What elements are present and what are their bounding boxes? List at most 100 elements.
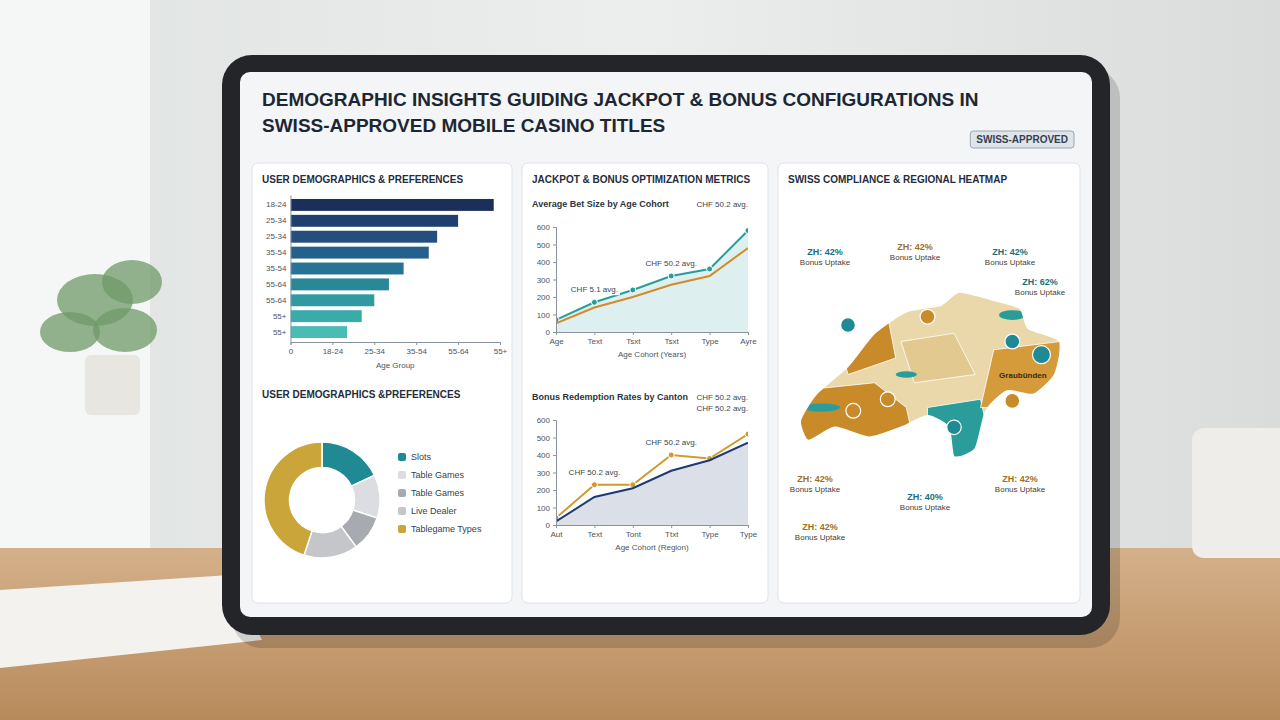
x-axis: 018-2425-3435-5455-6455+ <box>289 342 508 356</box>
label-patch <box>1020 276 1060 288</box>
uptake-dot <box>947 420 961 434</box>
tick-mark <box>553 262 556 263</box>
tick-label: 35-54 <box>266 264 287 273</box>
text-line: USER DEMOGRAPHICS &PREFERENCES <box>262 389 461 400</box>
tick-label: 25-34 <box>266 216 287 225</box>
annotation: CHF 5.1 avg. <box>571 285 618 294</box>
tick-label: 55-64 <box>266 280 287 289</box>
bar <box>290 310 361 322</box>
text-line: DEMOGRAPHIC INSIGHTS GUIDING JACKPOT & B… <box>262 89 978 110</box>
tick-label: Age <box>549 337 564 346</box>
uptake-dot <box>1005 334 1020 349</box>
chart-title: SWISS COMPLIANCE & REGIONAL HEATMAP <box>788 174 1007 185</box>
tick-label: Type <box>701 337 719 346</box>
region-label: ZH: 42% <box>797 474 833 484</box>
axis-line <box>290 196 291 343</box>
tick-mark <box>748 525 749 528</box>
tick-mark <box>594 332 595 335</box>
tick-label: Ttxt <box>665 530 679 539</box>
tick-label: 55+ <box>273 328 287 337</box>
marker <box>591 299 597 305</box>
label-patch <box>990 246 1030 258</box>
pie <box>264 442 380 558</box>
label-patch <box>793 532 848 543</box>
tick-label: Text <box>588 530 603 539</box>
label-patch <box>643 258 699 269</box>
tick: 55+ <box>273 328 291 337</box>
tick-mark <box>553 420 556 421</box>
tick-label: 200 <box>537 486 551 495</box>
uptake-dot <box>920 309 935 324</box>
tick: Type <box>701 525 719 539</box>
tick-label: 100 <box>537 504 551 513</box>
tick-label: 600 <box>537 416 551 425</box>
tick: 18-24 <box>266 200 290 209</box>
lake <box>896 371 917 378</box>
tick: 55+ <box>494 342 508 356</box>
tick-mark <box>553 508 556 509</box>
tick-label: Tont <box>626 530 642 539</box>
leaf <box>93 308 157 352</box>
marker <box>668 273 674 279</box>
region-caption: Bonus Uptake <box>800 258 851 267</box>
bar <box>290 294 374 306</box>
bar <box>290 215 458 227</box>
tick-mark <box>556 332 557 335</box>
tick-label: 55+ <box>494 347 508 356</box>
tick-label: 35-54 <box>266 248 287 257</box>
panel <box>778 163 1080 603</box>
tick-mark <box>594 525 595 528</box>
axis-line <box>557 526 749 529</box>
axis-line <box>557 333 749 336</box>
label-patch <box>788 484 843 495</box>
region <box>835 317 896 375</box>
axis-line <box>553 421 557 526</box>
tick-mark <box>553 297 556 298</box>
legend-swatch <box>398 471 406 479</box>
screen <box>240 72 1092 617</box>
label-patch <box>898 502 953 513</box>
tick: 0 <box>289 342 294 356</box>
tick: 25-34 <box>266 216 290 225</box>
y-axis: 18-2425-3425-3435-5435-5455-6455-6455+55… <box>266 196 291 343</box>
tablet-frame <box>222 55 1110 635</box>
tick: 100 <box>537 311 556 320</box>
bar <box>290 263 403 275</box>
region-caption: Bonus Uptake <box>900 503 951 512</box>
axis-line <box>291 343 501 346</box>
label-patch <box>905 491 945 503</box>
label-patch <box>983 257 1038 268</box>
panel <box>522 163 768 603</box>
x-axis: AgeTextTsxtTsxtTypeAyre <box>549 332 757 346</box>
chart-title: USER DEMOGRAPHICS & PREFERENCES <box>262 174 463 185</box>
tick-label: 55-64 <box>266 296 287 305</box>
uptake-dot <box>1032 346 1050 364</box>
annotation: CHF 50.2 avg. <box>569 468 621 477</box>
tick-label: 300 <box>537 276 551 285</box>
series-line <box>556 248 748 323</box>
tick: 25-34 <box>266 232 290 241</box>
tick-mark <box>553 332 556 333</box>
region-caption: Bonus Uptake <box>790 485 841 494</box>
axis-title: Age Cohort (Years) <box>618 350 687 359</box>
tick-label: 18-24 <box>323 347 344 356</box>
region-label: ZH: 42% <box>992 247 1028 257</box>
chart-title: USER DEMOGRAPHICS &PREFERENCES <box>262 389 461 400</box>
tick-mark <box>553 455 556 456</box>
annotation: CHF 50.2 avg. <box>645 438 697 447</box>
tick-label: 35-54 <box>406 347 427 356</box>
bar <box>290 326 347 338</box>
badge: SWISS-APPROVED <box>976 134 1068 145</box>
series-area <box>556 231 748 333</box>
tick: 300 <box>537 469 556 478</box>
tick: Ayre <box>740 332 757 346</box>
tick-label: Text <box>588 337 603 346</box>
marker <box>630 287 636 293</box>
tick-label: 25-34 <box>266 232 287 241</box>
tick-label: 18-24 <box>266 200 287 209</box>
tick-mark <box>553 245 556 246</box>
legend-label: Live Dealer <box>411 506 457 516</box>
tick-mark <box>458 342 459 345</box>
map <box>795 292 1061 457</box>
tick: Tsxt <box>626 332 641 346</box>
